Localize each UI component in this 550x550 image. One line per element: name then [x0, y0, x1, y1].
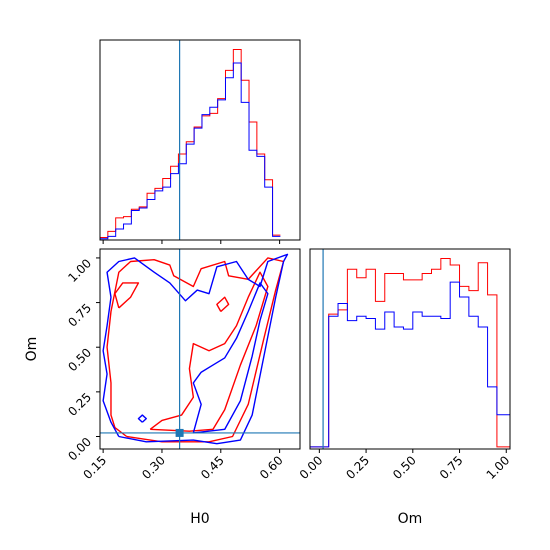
om-ytick-label: 0.75: [65, 301, 94, 330]
om-xtick-label: 0.25: [343, 453, 372, 482]
om-xtick-label: 0.75: [437, 453, 466, 482]
blue-contour-0: [102, 253, 289, 445]
om-ytick-label: 1.00: [65, 256, 94, 285]
om-xtick-label: 0.50: [390, 453, 419, 482]
h0-marginal-panel: [99, 39, 301, 244]
om-red-histogram: [309, 258, 510, 449]
red-contour-1: [149, 271, 269, 432]
h0-blue-histogram: [99, 62, 281, 240]
om-ytick-label: 0.25: [65, 390, 94, 419]
h0-xlabel: H0: [190, 511, 209, 527]
om-xtick-label: 1.00: [484, 453, 513, 482]
om-marginal-frame: [309, 248, 511, 450]
om-marginal-panel: 0.00 0.25 0.50 0.75 1.00 Om: [297, 248, 513, 527]
h0-om-contour-panel: 0.15 0.30 0.45 0.60 0.00 0.25 0.50 0.75 1.00 H0 Om: [24, 248, 301, 527]
om-xtick-label: 0.00: [297, 453, 326, 482]
blue-contour-1: [192, 282, 269, 434]
h0-xtick-label: 0.60: [257, 453, 286, 482]
om-blue-histogram: [309, 281, 510, 449]
red-contour-0: [106, 257, 285, 443]
contour-lines: [102, 253, 289, 445]
blue-contour-2: [137, 414, 147, 423]
om-ytick-label: 0.00: [65, 435, 94, 464]
truth-marker: [175, 428, 184, 437]
om-xlabel: Om: [398, 511, 423, 527]
h0-xtick-label: 0.30: [139, 453, 168, 482]
contour-frame: [99, 248, 301, 450]
red-contour-2: [114, 282, 140, 309]
h0-xtick-label: 0.45: [198, 453, 227, 482]
red-contour-3: [216, 296, 230, 313]
h0-red-histogram: [99, 49, 281, 240]
om-ylabel: Om: [24, 337, 40, 362]
om-ytick-label: 0.50: [65, 345, 94, 374]
h0-marginal-frame: [99, 39, 301, 241]
h0-xtick-label: 0.15: [80, 453, 109, 482]
